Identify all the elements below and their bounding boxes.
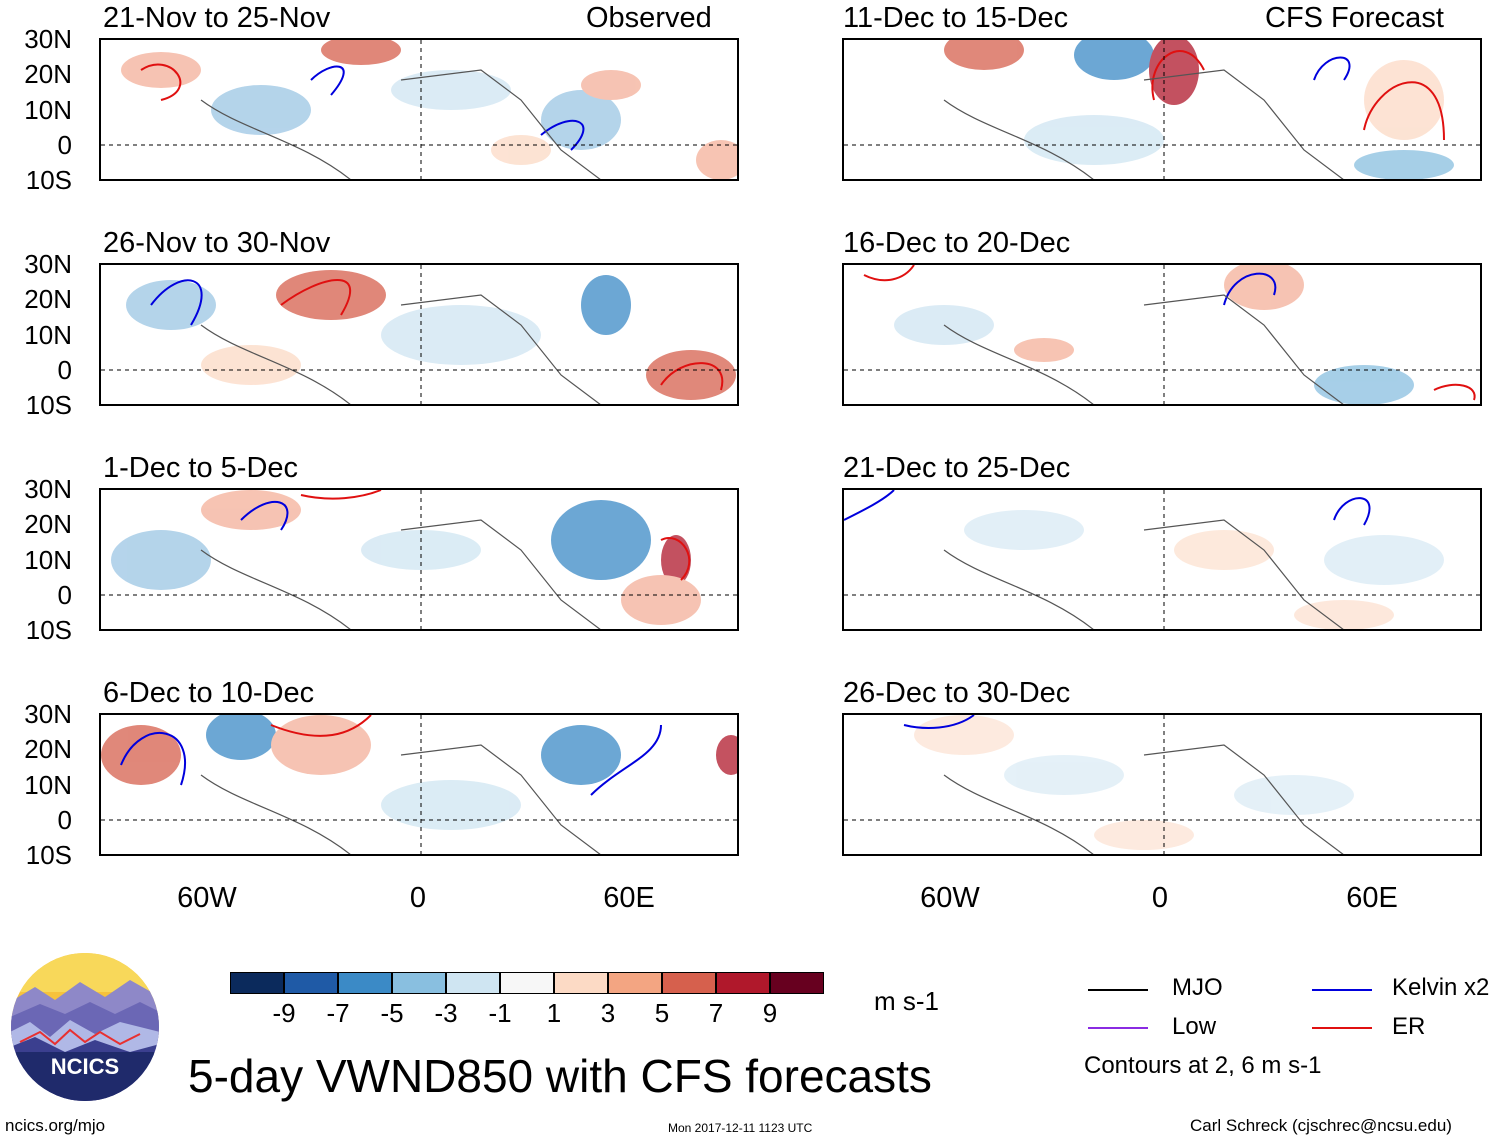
panel-title: 21-Dec to 25-Dec xyxy=(843,452,1071,484)
lon-label: 0 xyxy=(409,882,427,914)
lon-label: 60W xyxy=(177,882,237,914)
map-area xyxy=(99,713,739,856)
lat-label: 10N xyxy=(24,320,72,350)
lat-label: 0 xyxy=(57,805,72,835)
panel-title: 16-Dec to 20-Dec xyxy=(843,227,1071,259)
colorbar-tick-label: -9 xyxy=(272,998,296,1028)
colorbar-tick-label: 9 xyxy=(762,998,778,1028)
map-area xyxy=(99,488,739,631)
colorbar-cell xyxy=(230,972,284,994)
colorbar-tick-label: 3 xyxy=(600,998,616,1028)
panel-title: 26-Dec to 30-Dec xyxy=(843,677,1071,709)
colorbar-cell xyxy=(392,972,446,994)
lat-label: 10S xyxy=(25,390,72,420)
panel-tag-forecast: CFS Forecast xyxy=(1265,2,1444,34)
lat-label: 0 xyxy=(57,130,72,160)
panel-title: 11-Dec to 15-Dec xyxy=(843,2,1069,34)
legend-line-kelvin xyxy=(1312,989,1372,991)
lon-label: 60E xyxy=(1346,882,1398,914)
colorbar-tick-label: 7 xyxy=(708,998,724,1028)
footer-author: Carl Schreck (cjschrec@ncsu.edu) xyxy=(1190,1116,1452,1135)
panel-title: 21-Nov to 25-Nov xyxy=(103,2,331,34)
map-area xyxy=(99,263,739,406)
legend-label-low: Low xyxy=(1172,1013,1217,1040)
lat-label: 30N xyxy=(24,249,72,279)
colorbar-tick-label: -5 xyxy=(380,998,404,1028)
lat-label: 30N xyxy=(24,474,72,504)
lat-label: 10S xyxy=(25,840,72,870)
colorbar-cell xyxy=(500,972,554,994)
lat-label: 0 xyxy=(57,580,72,610)
ncics-logo: NCICS xyxy=(10,952,160,1102)
lat-label: 10S xyxy=(25,615,72,645)
map-area xyxy=(842,263,1482,406)
colorbar-cell xyxy=(770,972,824,994)
colorbar-cell xyxy=(284,972,338,994)
lat-label: 30N xyxy=(24,699,72,729)
colorbar-tick-label: 5 xyxy=(654,998,670,1028)
lat-label: 0 xyxy=(57,355,72,385)
map-area xyxy=(842,488,1482,631)
lat-label: 20N xyxy=(24,59,72,89)
map-area xyxy=(99,38,739,181)
lon-label: 60E xyxy=(603,882,655,914)
colorbar-units: m s-1 xyxy=(874,986,939,1016)
lon-label: 0 xyxy=(1151,882,1169,914)
legend-label-mjo: MJO xyxy=(1172,974,1223,1001)
legend-line-low xyxy=(1088,1027,1148,1029)
lat-label: 10N xyxy=(24,770,72,800)
lat-label: 10N xyxy=(24,95,72,125)
footer-site-link[interactable]: ncics.org/mjo xyxy=(5,1116,106,1135)
lon-label: 60W xyxy=(920,882,980,914)
lat-label: 20N xyxy=(24,734,72,764)
panel-title: 26-Nov to 30-Nov xyxy=(103,227,331,259)
colorbar-cell xyxy=(662,972,716,994)
lat-label: 10S xyxy=(25,165,72,195)
legend-label-er: ER xyxy=(1392,1013,1426,1040)
colorbar-cell xyxy=(338,972,392,994)
legend-label-kelvin: Kelvin x2 xyxy=(1392,974,1490,1001)
map-area xyxy=(842,38,1482,181)
panel-tag-observed: Observed xyxy=(586,2,712,34)
lat-label: 30N xyxy=(24,24,72,54)
colorbar-tick-label: 1 xyxy=(546,998,562,1028)
colorbar-cell xyxy=(446,972,500,994)
footer-timestamp: Mon 2017-12-11 1123 UTC xyxy=(668,1121,813,1135)
panel-title: 1-Dec to 5-Dec xyxy=(103,452,299,484)
lat-label: 20N xyxy=(24,509,72,539)
legend-contour-note: Contours at 2, 6 m s-1 xyxy=(1084,1052,1322,1079)
colorbar-tick-label: -7 xyxy=(326,998,350,1028)
panel-title: 6-Dec to 10-Dec xyxy=(103,677,315,709)
lat-label: 20N xyxy=(24,284,72,314)
logo-text: NCICS xyxy=(51,1054,119,1079)
colorbar-cell xyxy=(716,972,770,994)
lat-label: 10N xyxy=(24,545,72,575)
colorbar-cell xyxy=(608,972,662,994)
colorbar-cell xyxy=(554,972,608,994)
colorbar-tick-label: -3 xyxy=(434,998,458,1028)
legend-line-mjo xyxy=(1088,989,1148,991)
legend-line-er xyxy=(1312,1027,1372,1029)
colorbar-tick-label: -1 xyxy=(488,998,512,1028)
map-area xyxy=(842,713,1482,856)
figure-title: 5-day VWND850 with CFS forecasts xyxy=(188,1050,932,1102)
